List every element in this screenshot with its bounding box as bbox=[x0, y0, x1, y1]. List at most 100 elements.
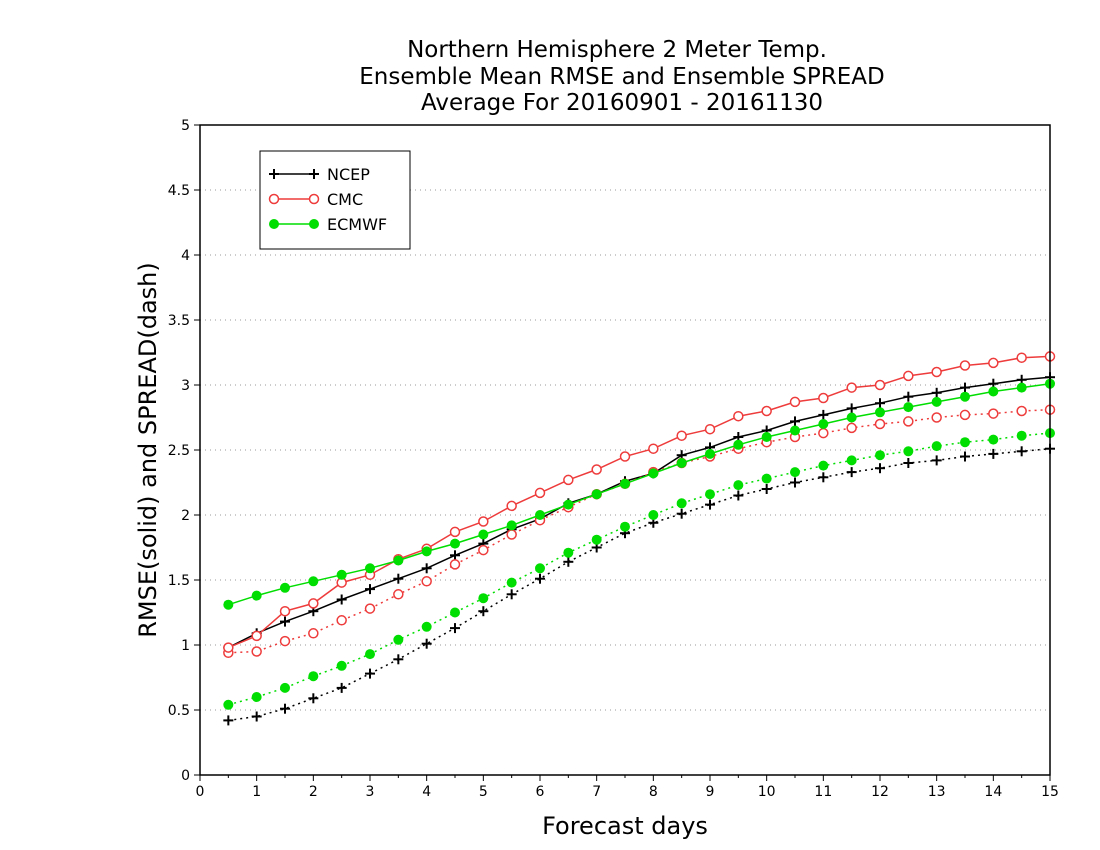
ncep-spread-point bbox=[705, 499, 715, 510]
cmc-rmse-point bbox=[761, 405, 772, 417]
ecmwf-rmse-point bbox=[393, 555, 404, 566]
y-tick-label: 0 bbox=[181, 768, 190, 784]
ecmwf-rmse-point bbox=[223, 599, 234, 610]
ncep-rmse-point bbox=[818, 409, 829, 420]
cmc-rmse-point bbox=[279, 605, 291, 617]
cmc-rmse-point bbox=[251, 630, 262, 642]
cmc-spread-point bbox=[478, 544, 489, 556]
ecmwf-spread-point bbox=[563, 547, 574, 558]
ecmwf-rmse-point bbox=[280, 582, 290, 593]
ncep-spread-point bbox=[365, 668, 375, 679]
cmc-spread-point bbox=[421, 576, 432, 587]
x-tick-label: 8 bbox=[649, 784, 658, 800]
cmc-spread-point bbox=[251, 646, 262, 657]
cmc-rmse-point bbox=[223, 642, 234, 653]
ecmwf-spread-point bbox=[1016, 430, 1027, 441]
ecmwf-spread-point bbox=[648, 510, 659, 520]
ecmwf-rmse-point bbox=[903, 402, 914, 413]
cmc-rmse-point bbox=[308, 598, 319, 609]
ncep-rmse-point bbox=[280, 616, 290, 627]
x-tick-label: 4 bbox=[422, 784, 431, 800]
ncep-spread-point bbox=[960, 451, 970, 462]
x-tick-label: 12 bbox=[871, 784, 889, 800]
ecmwf-rmse-point bbox=[308, 576, 319, 587]
cmc-spread-point bbox=[364, 603, 376, 614]
legend: NCEP CMC ECMWF bbox=[259, 150, 411, 250]
ecmwf-rmse-point bbox=[648, 468, 659, 479]
legend-item-ncep: NCEP bbox=[269, 165, 370, 184]
ecmwf-spread-point bbox=[705, 489, 715, 500]
ecmwf-rmse-series bbox=[223, 378, 1055, 610]
ecmwf-spread-point bbox=[676, 498, 687, 509]
x-tick-label: 2 bbox=[309, 784, 318, 800]
ncep-spread-point bbox=[1016, 446, 1027, 457]
legend-marker bbox=[268, 193, 280, 205]
y-tick-label: 5 bbox=[181, 118, 190, 134]
ecmwf-spread-point bbox=[761, 473, 772, 484]
cmc-rmse-point bbox=[478, 516, 489, 527]
chart-title-line-3: Average For 20160901 - 20161130 bbox=[421, 90, 823, 116]
chart-title: Northern Hemisphere 2 Meter Temp. Ensemb… bbox=[359, 37, 884, 116]
ecmwf-rmse-point bbox=[563, 499, 574, 510]
ncep-rmse-point bbox=[790, 416, 800, 427]
y-tick-label: 3 bbox=[181, 378, 190, 394]
legend-marker bbox=[269, 169, 279, 179]
y-tick-label: 3.5 bbox=[168, 313, 190, 329]
ecmwf-spread-point bbox=[903, 446, 914, 457]
ncep-spread-point bbox=[931, 455, 942, 466]
ncep-spread-series bbox=[223, 443, 1055, 726]
ecmwf-spread-point bbox=[336, 660, 347, 671]
ecmwf-rmse-point bbox=[365, 563, 375, 574]
ncep-rmse-point bbox=[931, 387, 942, 398]
cmc-rmse-point bbox=[846, 382, 857, 393]
y-tick-label: 0.5 bbox=[168, 703, 190, 719]
ecmwf-rmse-point bbox=[620, 478, 630, 489]
ecmwf-rmse-point bbox=[733, 439, 744, 450]
cmc-rmse-point bbox=[534, 487, 546, 499]
cmc-rmse-point bbox=[874, 379, 886, 391]
cmc-rmse-point bbox=[619, 451, 631, 462]
cmc-spread-point bbox=[959, 409, 971, 421]
ncep-rmse-series bbox=[223, 372, 1055, 653]
series-layer bbox=[223, 351, 1056, 726]
ncep-spread-point bbox=[308, 693, 319, 704]
legend-item-ecmwf: ECMWF bbox=[269, 215, 387, 234]
ecmwf-spread-point bbox=[790, 467, 800, 478]
cmc-rmse-point bbox=[704, 423, 716, 435]
ncep-rmse-point bbox=[846, 403, 857, 414]
ecmwf-rmse-point bbox=[506, 520, 517, 531]
ncep-spread-point bbox=[478, 606, 489, 617]
ncep-rmse-point bbox=[421, 563, 432, 574]
ecmwf-spread-point bbox=[280, 682, 290, 693]
x-axis-label: Forecast days bbox=[542, 812, 708, 840]
ecmwf-rmse-point bbox=[336, 569, 347, 580]
cmc-spread-point bbox=[818, 427, 829, 439]
ecmwf-rmse-point bbox=[960, 391, 970, 402]
chart-title-line-2: Ensemble Mean RMSE and Ensemble SPREAD bbox=[359, 64, 884, 90]
cmc-spread-point bbox=[336, 615, 347, 626]
ecmwf-spread-point bbox=[620, 521, 630, 532]
grid-lines bbox=[200, 189, 1050, 711]
cmc-rmse-point bbox=[733, 410, 744, 422]
ncep-spread-point bbox=[223, 715, 234, 726]
ncep-spread-point bbox=[535, 573, 545, 584]
cmc-spread-point bbox=[506, 529, 517, 540]
ecmwf-rmse-point bbox=[875, 407, 885, 418]
ecmwf-rmse-point bbox=[450, 538, 460, 549]
ncep-spread-point bbox=[336, 682, 347, 693]
ncep-spread-point bbox=[761, 484, 772, 494]
ecmwf-spread-point bbox=[535, 563, 545, 574]
ncep-spread-point bbox=[676, 508, 687, 519]
ncep-spread-point bbox=[988, 448, 999, 459]
ecmwf-spread-series bbox=[223, 428, 1055, 710]
ncep-spread-point bbox=[846, 467, 857, 478]
x-tick-label: 14 bbox=[984, 784, 1002, 800]
cmc-rmse-point bbox=[988, 357, 999, 369]
y-tick-label: 1.5 bbox=[168, 573, 190, 589]
ecmwf-spread-point bbox=[506, 577, 517, 588]
ecmwf-rmse-point bbox=[931, 396, 942, 407]
legend-marker bbox=[269, 219, 279, 229]
ecmwf-rmse-point bbox=[790, 425, 800, 436]
x-tick-label: 6 bbox=[536, 784, 545, 800]
ecmwf-rmse-point bbox=[1016, 382, 1027, 393]
